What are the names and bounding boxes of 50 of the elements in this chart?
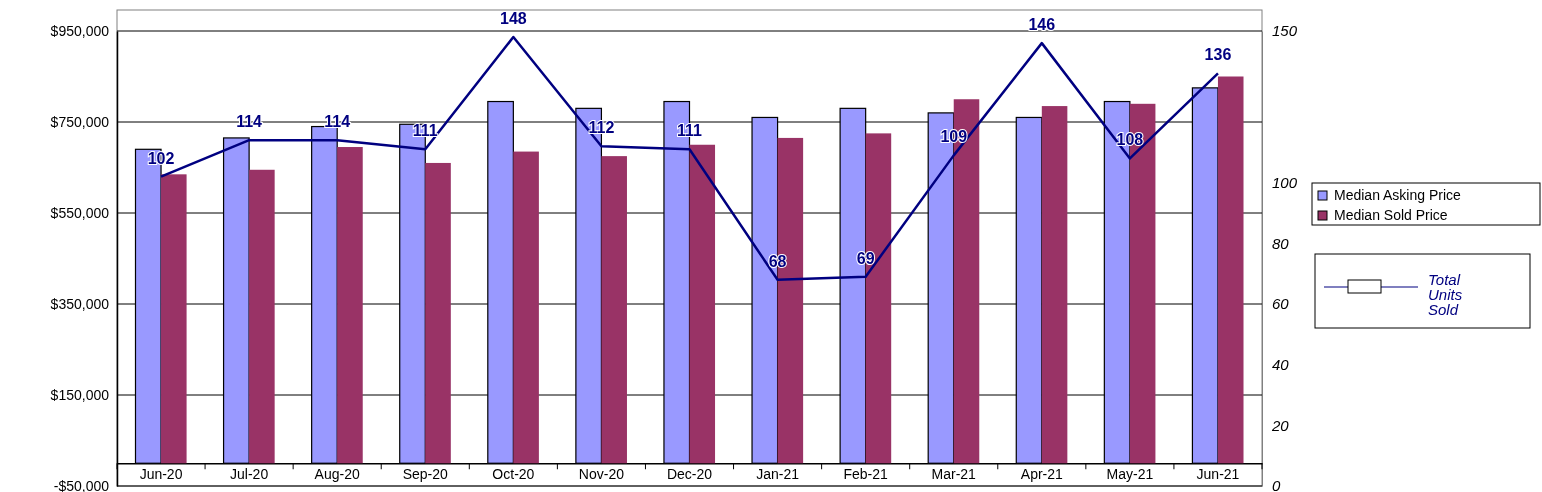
- text: Total Units Sold: [1428, 271, 1463, 318]
- bar: [425, 162, 451, 464]
- legend-label: Median Sold Price: [1334, 207, 1448, 223]
- data-label: 69: [856, 249, 875, 267]
- data-label: 136: [1204, 46, 1232, 64]
- bar: [161, 174, 187, 464]
- bar: [601, 156, 627, 464]
- x-tick-label: Apr-21: [1020, 466, 1064, 483]
- data-label: 111: [412, 122, 438, 140]
- y2-tick-label: 150: [1272, 22, 1298, 40]
- data-label: 146: [1028, 16, 1056, 34]
- bar: [249, 169, 275, 464]
- x-tick-label: Oct-20: [492, 466, 535, 483]
- data-label: 68: [768, 252, 787, 270]
- data-label: 112: [588, 119, 615, 137]
- x-tick-label: Aug-20: [314, 466, 360, 483]
- data-label: 102: [147, 149, 175, 167]
- y2-tick-label: 20: [1271, 416, 1290, 434]
- data-label: 148: [499, 10, 527, 28]
- x-tick-label: Dec-20: [666, 466, 713, 483]
- y-tick-label: $750,000: [50, 113, 110, 130]
- x-tick-label: Feb-21: [843, 466, 889, 483]
- y2-tick-label: 80: [1272, 234, 1290, 252]
- x-tick-label: Jun-21: [1196, 466, 1240, 483]
- bar: [1217, 76, 1244, 464]
- x-tick-label: May-21: [1106, 466, 1154, 483]
- bar: [513, 151, 539, 464]
- y2-tick-label: 100: [1272, 173, 1298, 191]
- x-tick-label: Jun-20: [139, 466, 183, 483]
- y-tick-label: $550,000: [50, 204, 110, 221]
- bar: [1041, 106, 1068, 464]
- data-label: 109: [940, 128, 968, 146]
- legend-label: Median Asking Price: [1334, 187, 1462, 203]
- x-tick-label: Nov-20: [578, 466, 625, 483]
- y-tick-label: $350,000: [50, 295, 110, 312]
- x-tick-label: Sep-20: [402, 466, 449, 483]
- y-tick-label: $950,000: [50, 22, 110, 39]
- y-tick-label: -$50,000: [53, 477, 110, 492]
- bar: [689, 144, 716, 464]
- data-label: 114: [324, 113, 351, 131]
- x-tick-label: Jan-21: [756, 466, 800, 483]
- y2-tick-label: 0: [1272, 477, 1281, 492]
- data-label: 108: [1116, 131, 1144, 149]
- y-tick-label: $150,000: [50, 386, 110, 403]
- y2-tick-label: 60: [1272, 295, 1290, 313]
- bar: [337, 147, 363, 464]
- x-tick-label: Jul-20: [230, 466, 269, 483]
- data-label: 114: [236, 113, 263, 131]
- x-tick-label: Mar-21: [931, 466, 977, 483]
- y2-tick-label: 40: [1272, 355, 1290, 373]
